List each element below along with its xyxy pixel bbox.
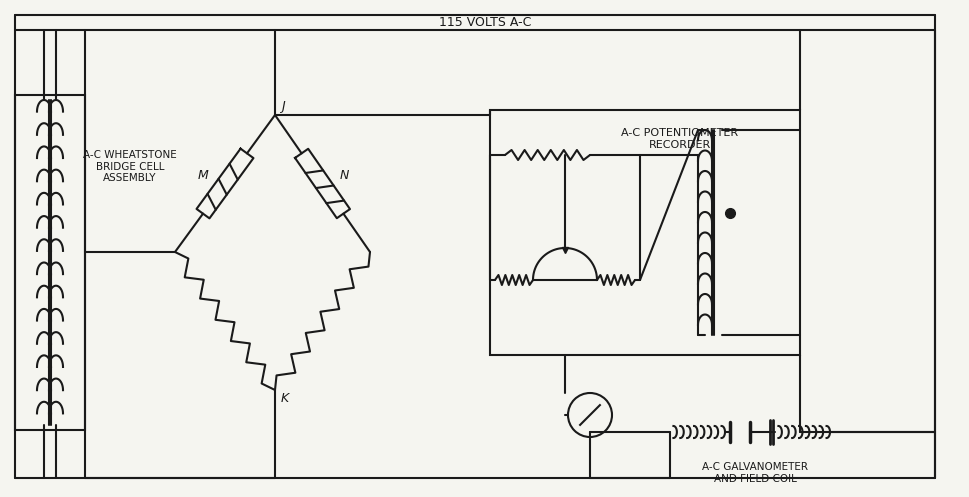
Text: A-C POTENTIOMETER
RECORDER: A-C POTENTIOMETER RECORDER: [621, 128, 737, 150]
Text: N: N: [339, 169, 349, 182]
Bar: [15, 95, 85, 430]
Text: K: K: [281, 392, 289, 405]
Text: M: M: [198, 169, 208, 182]
Text: J: J: [281, 100, 285, 113]
Text: A-C WHEATSTONE
BRIDGE CELL
ASSEMBLY: A-C WHEATSTONE BRIDGE CELL ASSEMBLY: [83, 150, 176, 183]
Text: 115 VOLTS A-C: 115 VOLTS A-C: [438, 15, 531, 28]
Text: A-C GALVANOMETER
AND FIELD COIL: A-C GALVANOMETER AND FIELD COIL: [702, 462, 807, 484]
Bar: [489, 110, 799, 355]
